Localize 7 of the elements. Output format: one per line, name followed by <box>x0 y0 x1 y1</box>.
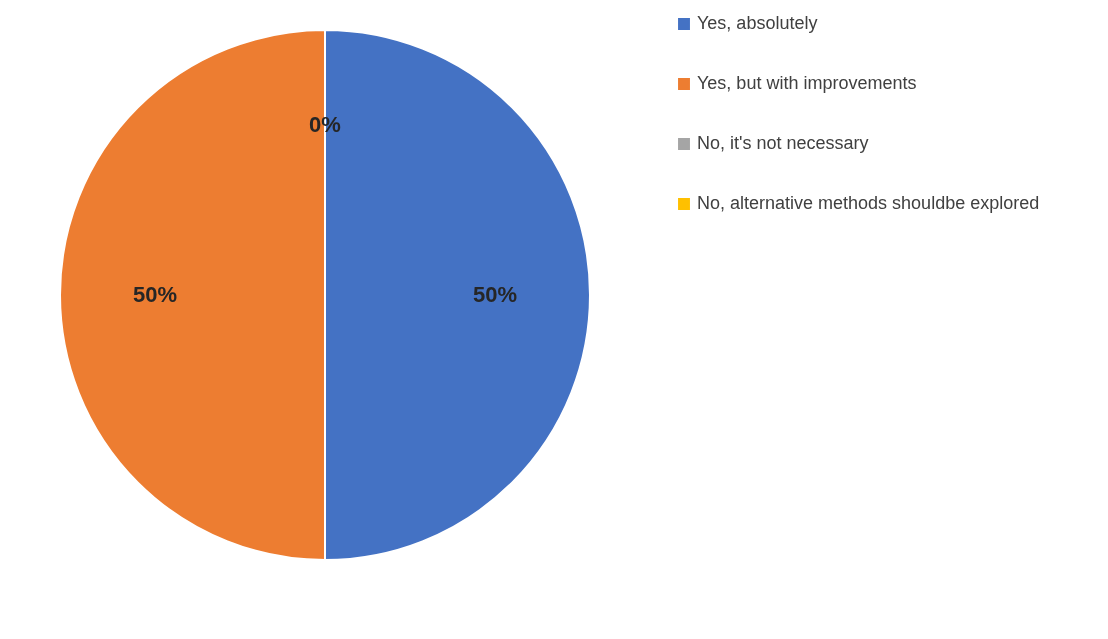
legend-label: Yes, absolutely <box>697 13 818 33</box>
legend-label: No, it's not necessary <box>697 133 869 153</box>
legend-label: Yes, but with improvements <box>697 73 917 93</box>
legend-label: No, alternative methods shouldbe explored <box>697 193 1040 213</box>
text: 0% <box>309 112 341 137</box>
data-label: 50% <box>472 282 518 307</box>
data-label: 50% <box>132 282 178 307</box>
